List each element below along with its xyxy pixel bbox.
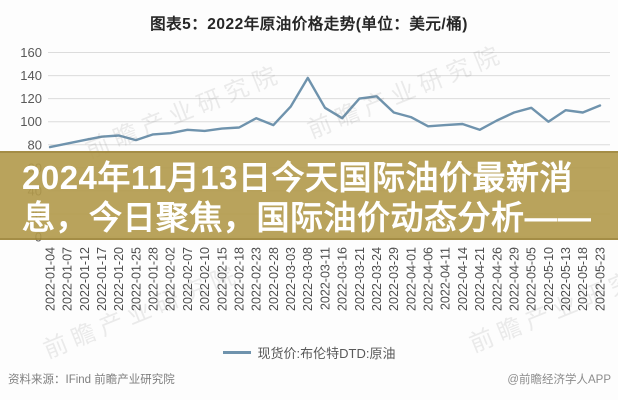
svg-text:2022-03-29: 2022-03-29 <box>387 247 401 311</box>
svg-text:80: 80 <box>28 137 42 152</box>
svg-text:2022-02-10: 2022-02-10 <box>198 247 212 311</box>
svg-text:2022-02-18: 2022-02-18 <box>232 247 246 311</box>
chart-footer: 资料来源：IFind 前瞻产业研究院 @前瞻经济学人APP <box>0 371 618 387</box>
svg-text:120: 120 <box>20 91 42 106</box>
svg-text:2022-02-02: 2022-02-02 <box>164 247 178 311</box>
headline-line-2: 息，今日聚焦，国际油价动态分析—— <box>22 199 592 236</box>
svg-text:2022-04-21: 2022-04-21 <box>473 247 487 311</box>
svg-text:100: 100 <box>20 114 42 129</box>
svg-text:2022-03-08: 2022-03-08 <box>301 247 315 311</box>
svg-text:2022-04-06: 2022-04-06 <box>422 247 436 311</box>
legend-line-marker-icon <box>222 351 251 354</box>
svg-text:2022-01-20: 2022-01-20 <box>112 247 126 311</box>
svg-text:2022-04-14: 2022-04-14 <box>456 247 470 311</box>
svg-text:2022-04-01: 2022-04-01 <box>404 247 418 311</box>
credit-note: @前瞻经济学人APP <box>507 374 611 386</box>
svg-text:160: 160 <box>20 45 42 60</box>
headline-overlay: 2024年11月13日今天国际油价最新消 息，今日聚焦，国际油价动态分析—— <box>0 151 618 240</box>
svg-text:2022-01-28: 2022-01-28 <box>147 247 161 311</box>
svg-text:2022-04-26: 2022-04-26 <box>490 247 504 311</box>
svg-text:2022-02-15: 2022-02-15 <box>215 247 229 311</box>
data-source-note: 资料来源：IFind 前瞻产业研究院 <box>8 374 175 386</box>
svg-text:2022-02-28: 2022-02-28 <box>267 247 281 311</box>
svg-text:2022-03-21: 2022-03-21 <box>353 247 367 311</box>
svg-text:2022-05-13: 2022-05-13 <box>559 247 573 311</box>
svg-text:2022-01-17: 2022-01-17 <box>95 247 109 311</box>
svg-text:2022-05-10: 2022-05-10 <box>542 247 556 311</box>
chart-legend: 现货价:布伦特DTD:原油 <box>0 343 618 362</box>
svg-text:2022-01-12: 2022-01-12 <box>78 247 92 311</box>
svg-text:2022-05-18: 2022-05-18 <box>576 247 590 311</box>
legend-label: 现货价:布伦特DTD:原油 <box>257 346 396 361</box>
svg-text:2022-01-07: 2022-01-07 <box>61 247 75 311</box>
svg-text:2022-02-07: 2022-02-07 <box>181 247 195 311</box>
svg-text:2022-04-29: 2022-04-29 <box>507 247 521 311</box>
svg-text:2022-03-24: 2022-03-24 <box>370 247 384 311</box>
svg-text:2022-05-23: 2022-05-23 <box>593 247 607 311</box>
svg-text:2022-01-25: 2022-01-25 <box>129 247 143 311</box>
svg-text:2022-05-05: 2022-05-05 <box>525 247 539 311</box>
headline-line-1: 2024年11月13日今天国际油价最新消 <box>22 159 574 196</box>
svg-text:2022-02-23: 2022-02-23 <box>250 247 264 311</box>
svg-text:140: 140 <box>20 68 42 83</box>
svg-text:2022-03-03: 2022-03-03 <box>284 247 298 311</box>
svg-text:2022-04-11: 2022-04-11 <box>439 247 453 310</box>
svg-text:2022-03-16: 2022-03-16 <box>336 247 350 311</box>
svg-text:2022-03-11: 2022-03-11 <box>318 247 332 310</box>
chart-title: 图表5：2022年原油价格走势(单位：美元/桶) <box>150 16 468 33</box>
svg-text:2022-01-04: 2022-01-04 <box>43 247 57 311</box>
